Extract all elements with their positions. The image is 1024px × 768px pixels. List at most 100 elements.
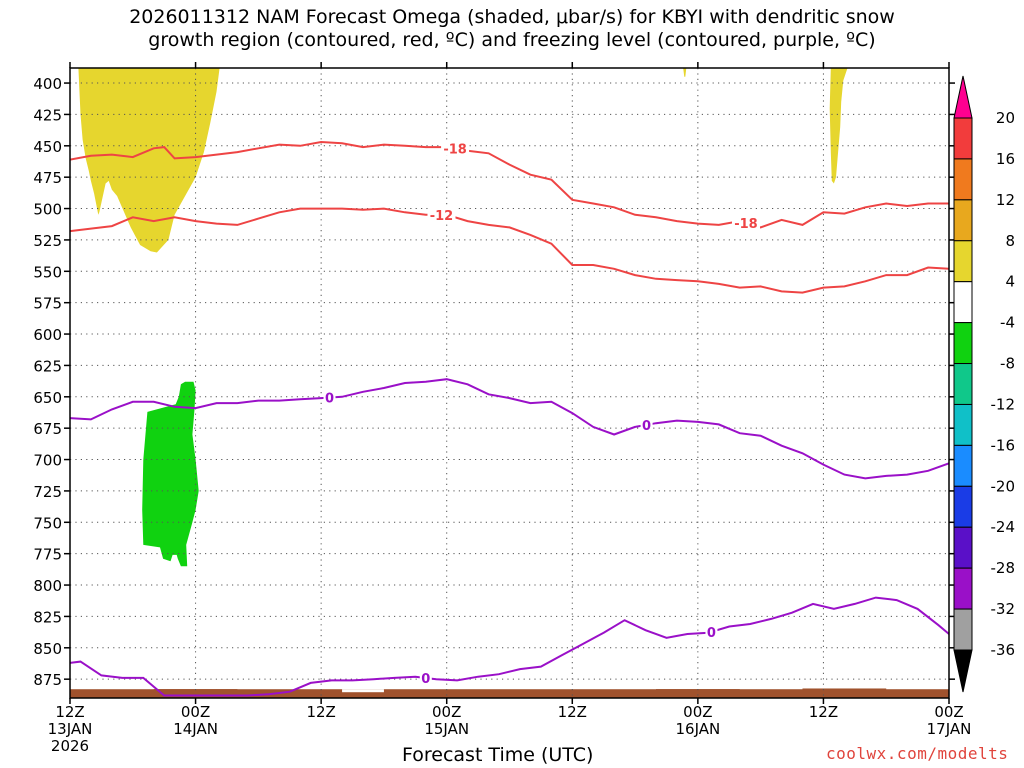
- y-axis-ticks: 400 425 450 475 500 525 550 575 600 625 650 675 700 7…: [33, 75, 955, 689]
- contour-label-2-1: 0: [642, 419, 651, 434]
- contour-label-2-0: 0: [325, 392, 334, 407]
- colorbar-label-2: 12: [996, 191, 1015, 209]
- y-tick-label-600: 600: [33, 326, 62, 344]
- contour-line-2: [70, 378, 949, 480]
- colorbar-segment-2: [953, 199, 973, 242]
- x-tick-label-60-0: 00Z: [683, 703, 712, 721]
- y-tick-label-400: 400: [33, 75, 62, 93]
- colorbar-segment-4: [953, 281, 973, 324]
- contour-label-bg-3-0: [419, 670, 432, 685]
- y-tick-label-700: 700: [33, 452, 62, 470]
- colorbar-label-9: -20: [991, 477, 1016, 495]
- omega-region-0-1: [185, 68, 199, 86]
- y-tick-label-650: 650: [33, 389, 62, 407]
- y-tick-label-675: 675: [33, 420, 62, 438]
- contour-label-bg-0-1: [731, 215, 760, 230]
- colorbar-label-0: 20: [996, 109, 1015, 127]
- colorbar: 20 16 12 8 4 -4 -8 -12 -16 -20 -24 -28 -32 -36: [953, 75, 1016, 693]
- terrain-bump-0: [153, 689, 238, 693]
- terrain-fill: [70, 689, 949, 698]
- x-tick-label-0-0: 12Z: [55, 703, 84, 721]
- chart-title-line-2: growth region (contoured, red, ºC) and f…: [148, 29, 876, 51]
- plot-frame: [69, 67, 950, 699]
- colorbar-segment-0: [953, 117, 973, 160]
- credit-link[interactable]: coolwx.com/modelts: [826, 744, 1009, 763]
- omega-region-1-0: [142, 381, 199, 567]
- plot-border: [69, 67, 950, 699]
- colorbar-segment-1: [953, 158, 973, 201]
- contour-line-1: [70, 207, 949, 294]
- colorbar-segment-11: [953, 567, 973, 610]
- y-tick-label-850: 850: [33, 640, 62, 658]
- colorbar-label-4: 4: [1005, 273, 1015, 291]
- terrain-gap-0: [342, 689, 384, 693]
- colorbar-segment-5: [953, 322, 973, 365]
- y-tick-label-775: 775: [33, 546, 62, 564]
- colorbar-label-6: -8: [1000, 355, 1015, 373]
- x-tick-label-12-0: 00Z: [181, 703, 210, 721]
- contour-labels: -18 -18 -12 0 0 0 0: [323, 141, 760, 687]
- contour-label-bg-2-0: [323, 390, 336, 405]
- contour-label-bg-0-0: [441, 141, 470, 156]
- colorbar-segment-6: [953, 363, 973, 405]
- contour-label-3-0: 0: [421, 672, 430, 687]
- y-tick-label-550: 550: [33, 263, 62, 281]
- x-tick-label-48-0: 12Z: [558, 703, 587, 721]
- omega-region-0-4: [683, 68, 687, 77]
- y-tick-label-750: 750: [33, 514, 62, 532]
- colorbar-label-12: -32: [991, 600, 1016, 618]
- colorbar-label-7: -12: [991, 395, 1016, 413]
- x-tick-label-36-1: 15JAN: [424, 720, 469, 738]
- x-tick-label-72-0: 12Z: [809, 703, 838, 721]
- colorbar-segment-8: [953, 444, 973, 487]
- contour-label-1-0: -12: [430, 209, 454, 224]
- colorbar-top-triangle: [953, 75, 973, 119]
- colorbar-label-1: 16: [996, 150, 1015, 168]
- y-tick-label-825: 825: [33, 608, 62, 626]
- omega-region-0-3: [829, 68, 848, 184]
- shaded-regions: [70, 68, 949, 698]
- colorbar-segment-12: [953, 608, 973, 651]
- colorbar-segment-7: [953, 403, 973, 446]
- terrain-bump-2: [656, 689, 740, 693]
- colorbar-segment-3: [953, 240, 973, 283]
- chart-title-line-1: 2026011312 NAM Forecast Omega (shaded, μ…: [129, 6, 895, 28]
- colorbar-segment-10: [953, 526, 973, 569]
- colorbar-label-3: 8: [1005, 232, 1015, 250]
- x-axis-title: Forecast Time (UTC): [402, 744, 594, 766]
- contour-line-0: [70, 140, 949, 229]
- x-tick-label-0-2: 2026: [51, 737, 89, 755]
- y-tick-label-500: 500: [33, 201, 62, 219]
- x-tick-label-24-0: 12Z: [306, 703, 335, 721]
- x-tick-label-84-1: 17JAN: [927, 720, 972, 738]
- contour-lines: [70, 140, 949, 697]
- colorbar-segment-9: [953, 485, 973, 528]
- contour-label-bg-3-1: [705, 624, 718, 639]
- y-tick-label-800: 800: [33, 577, 62, 595]
- y-tick-label-875: 875: [33, 671, 62, 689]
- contour-line-3: [70, 596, 949, 697]
- x-tick-label-84-0: 00Z: [934, 703, 963, 721]
- chart-title: 2026011312 NAM Forecast Omega (shaded, μ…: [0, 6, 1024, 52]
- colorbar-label-8: -16: [991, 436, 1016, 454]
- colorbar-label-13: -36: [991, 641, 1016, 659]
- colorbar-label-10: -24: [991, 518, 1016, 536]
- colorbar-label-11: -28: [991, 559, 1016, 577]
- y-tick-label-450: 450: [33, 138, 62, 156]
- grid: [70, 68, 949, 698]
- colorbar-bottom-triangle: [953, 649, 973, 693]
- x-tick-label-36-0: 00Z: [432, 703, 461, 721]
- contour-label-bg-2-1: [640, 417, 653, 432]
- x-tick-label-12-1: 14JAN: [173, 720, 218, 738]
- y-tick-label-725: 725: [33, 483, 62, 501]
- terrain-bump-3: [802, 688, 887, 692]
- colorbar-label-5: -4: [1000, 314, 1015, 332]
- contour-label-0-0: -18: [443, 143, 467, 158]
- y-tick-label-425: 425: [33, 106, 62, 124]
- y-tick-label-575: 575: [33, 295, 62, 313]
- y-tick-label-525: 525: [33, 232, 62, 250]
- y-tick-label-475: 475: [33, 169, 62, 187]
- contour-label-bg-1-0: [427, 207, 456, 222]
- terrain-bump-1: [300, 694, 384, 698]
